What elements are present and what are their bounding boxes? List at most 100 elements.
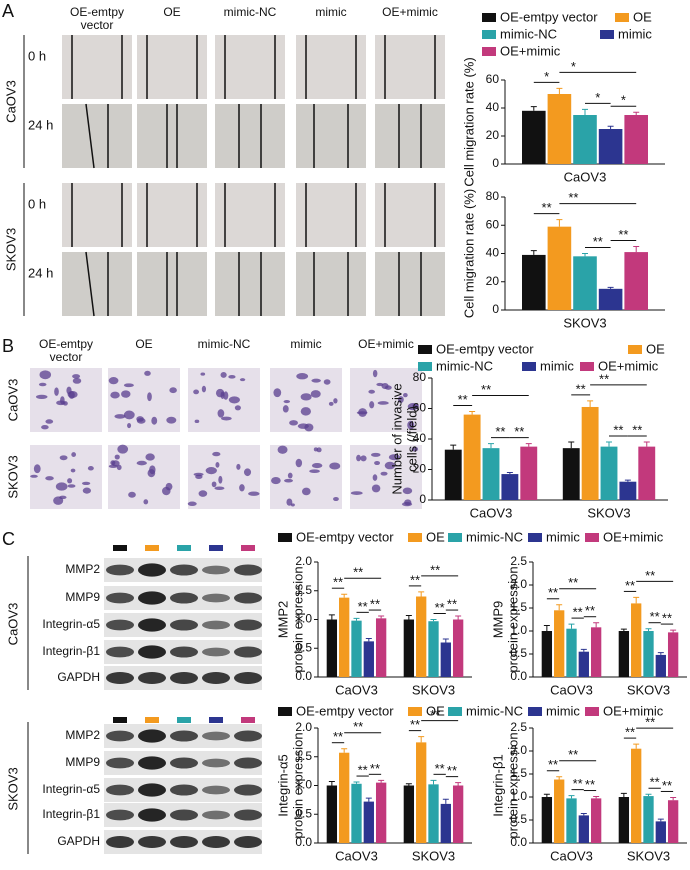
micrograph (375, 183, 445, 247)
blot-band (234, 619, 262, 631)
significance-label: ** (370, 761, 380, 776)
panel-label: C (2, 529, 15, 549)
blot-band (202, 647, 230, 657)
bar (428, 784, 439, 843)
y-tick-label: 1.5 (295, 583, 312, 597)
column-header: mimic (315, 5, 347, 19)
bar (619, 481, 637, 500)
cell (228, 396, 240, 404)
cell (35, 394, 48, 399)
x-tick-label: SKOV3 (412, 682, 455, 697)
cell (223, 391, 229, 400)
blot-band (234, 757, 262, 769)
y-tick-label: 1.0 (295, 778, 312, 792)
y-tick-label: 60 (486, 217, 500, 231)
y-tick-label: 2.0 (295, 554, 312, 568)
micrograph (62, 104, 132, 168)
legend-label: OE (426, 529, 445, 544)
cell (67, 484, 76, 488)
cell (67, 391, 78, 398)
legend-swatch (418, 345, 432, 354)
y-tick-label: 2.0 (510, 743, 527, 757)
cell (248, 491, 260, 496)
blot-band (106, 730, 134, 742)
column-header: OE-emtpy vector (69, 5, 124, 32)
legend-swatch (528, 533, 542, 542)
cell (198, 490, 208, 497)
blot-band (106, 784, 134, 796)
cell (55, 482, 68, 491)
error-bar (353, 617, 360, 621)
significance-label: ** (573, 605, 583, 620)
blot-band (202, 593, 230, 603)
blot-band (234, 809, 262, 821)
y-tick-label: 80 (486, 189, 500, 203)
cell (116, 464, 122, 471)
bar (598, 129, 623, 164)
cell (45, 476, 54, 481)
error-bar (488, 443, 494, 449)
cell (234, 405, 241, 411)
micrograph (137, 35, 207, 99)
lane-marker (145, 717, 159, 723)
blot-band (106, 757, 134, 769)
significance-label: ** (410, 572, 420, 587)
protein-label: MMP2 (65, 728, 100, 742)
micrograph (350, 445, 422, 509)
error-bar (341, 593, 348, 598)
y-axis-label: Cell migration rate (%) (461, 57, 476, 186)
y-axis-label: Number of invasive (389, 383, 404, 494)
significance-label: ** (599, 371, 609, 386)
column-header: OE+mimic (358, 337, 414, 351)
y-axis-label: protein expression (290, 566, 305, 672)
blot-band (138, 645, 166, 659)
error-bar (645, 793, 652, 797)
error-bar (418, 591, 425, 597)
cell (397, 396, 404, 403)
blot-band (202, 565, 230, 575)
significance-label: ** (333, 729, 343, 744)
cell (145, 453, 155, 461)
legend-label: mimic (546, 703, 580, 718)
cell (411, 446, 419, 452)
error-bar (442, 798, 449, 804)
cell (309, 469, 320, 473)
cell (108, 377, 119, 385)
cell (121, 390, 131, 398)
blot-band (202, 758, 230, 768)
error-bar (606, 441, 612, 447)
cell (220, 371, 227, 378)
bar (581, 406, 599, 500)
cell (301, 487, 311, 496)
cell (239, 484, 245, 492)
error-bar (469, 411, 476, 415)
significance-label: ** (447, 596, 457, 611)
bar (643, 631, 654, 677)
cell (311, 463, 323, 469)
protein-label: MMP2 (65, 562, 100, 576)
blot-band (170, 592, 198, 604)
significance-label: ** (430, 707, 440, 722)
blot-band (138, 756, 166, 770)
error-bar (450, 444, 457, 450)
cell (114, 414, 126, 419)
bar (520, 446, 538, 500)
y-tick-label: 1.5 (510, 766, 527, 780)
cell (67, 478, 73, 484)
cell (114, 454, 120, 460)
error-bar (587, 400, 594, 407)
cell (123, 410, 135, 420)
micrograph (296, 104, 366, 168)
protein-label: Integrin-α5 (42, 782, 100, 796)
micrograph (215, 35, 285, 99)
cell (371, 484, 381, 493)
bar (522, 110, 546, 164)
cell (151, 416, 158, 425)
bar (541, 631, 553, 677)
blot-band (170, 646, 198, 658)
micrograph (30, 368, 102, 432)
bar (643, 796, 654, 843)
cell (372, 474, 378, 481)
lane-marker (241, 717, 255, 723)
blot-band (106, 592, 134, 604)
